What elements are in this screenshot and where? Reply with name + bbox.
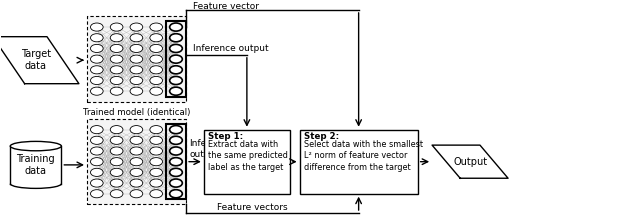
Text: Output: Output xyxy=(453,157,487,167)
Ellipse shape xyxy=(130,76,143,85)
Ellipse shape xyxy=(170,66,182,74)
Ellipse shape xyxy=(110,158,123,166)
Ellipse shape xyxy=(150,158,163,166)
FancyBboxPatch shape xyxy=(300,130,418,194)
Ellipse shape xyxy=(90,55,103,63)
Ellipse shape xyxy=(10,141,61,151)
Ellipse shape xyxy=(110,87,123,95)
Ellipse shape xyxy=(130,136,143,144)
Ellipse shape xyxy=(130,168,143,177)
Ellipse shape xyxy=(150,55,163,63)
Ellipse shape xyxy=(110,55,123,63)
Text: Inference output: Inference output xyxy=(193,44,268,53)
Ellipse shape xyxy=(90,147,103,155)
Text: Feature vector: Feature vector xyxy=(193,2,259,11)
Text: Trained model (identical): Trained model (identical) xyxy=(83,108,190,117)
Ellipse shape xyxy=(170,190,182,198)
Ellipse shape xyxy=(130,158,143,166)
Ellipse shape xyxy=(90,158,103,166)
Ellipse shape xyxy=(130,44,143,53)
Ellipse shape xyxy=(170,55,182,63)
Text: Extract data with
the same predicted
label as the target: Extract data with the same predicted lab… xyxy=(208,140,288,171)
Ellipse shape xyxy=(130,147,143,155)
Text: Training
data: Training data xyxy=(17,154,55,176)
Ellipse shape xyxy=(90,23,103,31)
Ellipse shape xyxy=(150,44,163,53)
Text: Feature vectors: Feature vectors xyxy=(217,203,287,212)
Ellipse shape xyxy=(170,87,182,95)
Ellipse shape xyxy=(110,190,123,198)
Ellipse shape xyxy=(90,66,103,74)
Ellipse shape xyxy=(170,125,182,134)
Bar xyxy=(10,146,61,184)
Ellipse shape xyxy=(110,66,123,74)
Ellipse shape xyxy=(90,125,103,134)
Ellipse shape xyxy=(90,76,103,85)
Ellipse shape xyxy=(150,125,163,134)
Ellipse shape xyxy=(150,147,163,155)
Ellipse shape xyxy=(150,179,163,187)
Ellipse shape xyxy=(90,168,103,177)
Ellipse shape xyxy=(130,34,143,42)
Ellipse shape xyxy=(170,44,182,53)
Ellipse shape xyxy=(90,190,103,198)
Text: Step 1:: Step 1: xyxy=(208,132,243,141)
Ellipse shape xyxy=(110,76,123,85)
Ellipse shape xyxy=(150,168,163,177)
Ellipse shape xyxy=(150,76,163,85)
Ellipse shape xyxy=(110,168,123,177)
Ellipse shape xyxy=(130,66,143,74)
Ellipse shape xyxy=(130,125,143,134)
FancyBboxPatch shape xyxy=(87,119,186,204)
Ellipse shape xyxy=(170,136,182,144)
Ellipse shape xyxy=(130,55,143,63)
Ellipse shape xyxy=(110,125,123,134)
Text: Target
data: Target data xyxy=(20,49,51,71)
Ellipse shape xyxy=(170,168,182,177)
Ellipse shape xyxy=(110,34,123,42)
Ellipse shape xyxy=(90,136,103,144)
Ellipse shape xyxy=(110,136,123,144)
Ellipse shape xyxy=(150,87,163,95)
Ellipse shape xyxy=(170,147,182,155)
Ellipse shape xyxy=(170,179,182,187)
Ellipse shape xyxy=(90,44,103,53)
Ellipse shape xyxy=(90,34,103,42)
FancyBboxPatch shape xyxy=(204,130,290,194)
Ellipse shape xyxy=(150,34,163,42)
Ellipse shape xyxy=(150,190,163,198)
Ellipse shape xyxy=(170,23,182,31)
Ellipse shape xyxy=(90,87,103,95)
Ellipse shape xyxy=(130,87,143,95)
Text: Inference
outputs: Inference outputs xyxy=(189,139,232,159)
Ellipse shape xyxy=(110,23,123,31)
Ellipse shape xyxy=(110,147,123,155)
Polygon shape xyxy=(0,37,79,84)
Ellipse shape xyxy=(110,179,123,187)
Ellipse shape xyxy=(90,179,103,187)
Ellipse shape xyxy=(130,23,143,31)
Ellipse shape xyxy=(130,179,143,187)
Ellipse shape xyxy=(130,190,143,198)
Text: Select data with the smallest
L² norm of feature vector
difference from the targ: Select data with the smallest L² norm of… xyxy=(304,140,423,171)
Ellipse shape xyxy=(150,136,163,144)
Ellipse shape xyxy=(150,66,163,74)
Ellipse shape xyxy=(110,44,123,53)
Polygon shape xyxy=(432,145,508,178)
Text: Step 2:: Step 2: xyxy=(304,132,339,141)
Ellipse shape xyxy=(170,76,182,85)
Ellipse shape xyxy=(170,34,182,42)
Ellipse shape xyxy=(170,158,182,166)
FancyBboxPatch shape xyxy=(87,16,186,102)
Ellipse shape xyxy=(150,23,163,31)
